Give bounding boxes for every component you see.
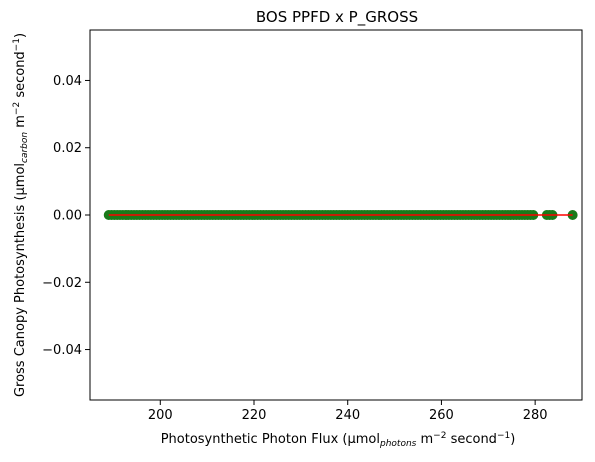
y-label-mid2: second [13, 51, 28, 102]
chart-title: BOS PPFD x P_GROSS [256, 8, 418, 27]
x-tick-label: 260 [429, 408, 454, 423]
x-tick-label: 240 [335, 408, 360, 423]
x-label-mid2: second [446, 432, 497, 447]
x-label-sub: photons [379, 439, 417, 449]
x-label-main: Photosynthetic Photon Flux (µmol [161, 432, 380, 447]
y-tick-label: −0.02 [42, 276, 82, 291]
y-label-sup2: −1 [12, 38, 22, 51]
y-axis-label: Gross Canopy Photosynthesis (µmolcarbon … [12, 33, 30, 397]
y-label-main: Gross Canopy Photosynthesis (µmol [13, 163, 28, 397]
x-label-sup2: −1 [497, 431, 510, 441]
y-axis-ticks: 0.04 0.02 0.00 −0.02 −0.04 [42, 74, 90, 358]
y-label-end: ) [13, 33, 28, 38]
x-axis-label: Photosynthetic Photon Flux (µmolphotons … [161, 431, 516, 449]
y-tick-label: 0.04 [53, 74, 82, 89]
y-tick-label: −0.04 [42, 343, 82, 358]
x-label-sup1: −2 [433, 431, 446, 441]
x-label-mid: m [416, 432, 433, 447]
y-tick-label: 0.02 [53, 141, 82, 156]
y-tick-label: 0.00 [53, 209, 82, 224]
x-axis-ticks: 200 220 240 260 280 [148, 400, 548, 423]
y-label-sup1: −2 [12, 102, 22, 115]
x-tick-label: 220 [242, 408, 267, 423]
y-label-sub: carbon [20, 132, 30, 163]
x-tick-label: 280 [523, 408, 548, 423]
x-label-end: ) [510, 432, 515, 447]
y-label-mid: m [13, 115, 28, 132]
x-tick-label: 200 [148, 408, 173, 423]
